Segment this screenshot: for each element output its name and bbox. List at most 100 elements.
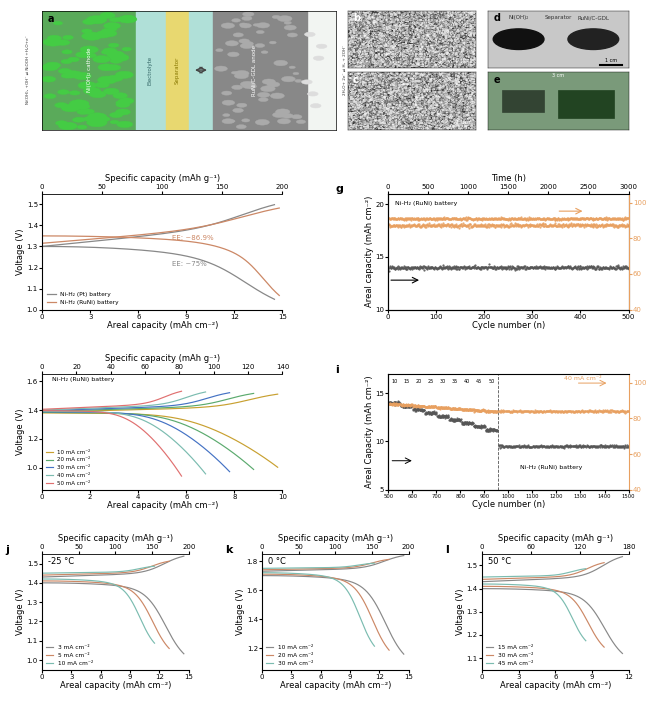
Point bbox=[422, 44, 433, 55]
Circle shape bbox=[58, 68, 71, 74]
Circle shape bbox=[97, 30, 113, 37]
Point bbox=[370, 59, 380, 70]
Point bbox=[422, 34, 432, 45]
10 mA cm⁻² bbox=[178, 404, 185, 412]
Point bbox=[417, 48, 427, 59]
Point bbox=[439, 92, 450, 104]
Point bbox=[418, 20, 428, 32]
Point bbox=[365, 94, 375, 105]
Circle shape bbox=[257, 23, 270, 28]
Point bbox=[349, 75, 359, 86]
30 mA cm⁻² bbox=[551, 572, 559, 581]
Circle shape bbox=[102, 48, 117, 54]
Point bbox=[382, 27, 393, 38]
Circle shape bbox=[239, 39, 249, 43]
30 mA cm⁻² bbox=[226, 388, 233, 397]
Circle shape bbox=[115, 71, 133, 78]
Point bbox=[424, 94, 434, 106]
10 mA cm⁻² bbox=[259, 567, 266, 575]
Point bbox=[395, 60, 405, 71]
Point bbox=[352, 97, 362, 109]
Point bbox=[375, 115, 385, 126]
Text: Separator: Separator bbox=[544, 16, 572, 20]
Circle shape bbox=[44, 94, 56, 99]
Text: Separator: Separator bbox=[175, 56, 180, 84]
Text: 45: 45 bbox=[476, 379, 483, 384]
Point bbox=[439, 54, 449, 65]
Point bbox=[343, 15, 354, 26]
Circle shape bbox=[111, 18, 121, 22]
Circle shape bbox=[247, 85, 257, 88]
Circle shape bbox=[261, 51, 268, 54]
Point bbox=[364, 91, 375, 102]
Point bbox=[431, 33, 441, 44]
Point bbox=[470, 104, 480, 115]
Point bbox=[376, 68, 386, 80]
Point bbox=[365, 35, 376, 46]
Point bbox=[463, 6, 474, 18]
Point bbox=[395, 89, 406, 100]
Point bbox=[364, 11, 375, 23]
20 mA cm⁻² bbox=[38, 407, 46, 416]
Circle shape bbox=[110, 121, 119, 124]
Point bbox=[467, 89, 477, 100]
30 mA cm⁻² bbox=[38, 407, 46, 415]
Circle shape bbox=[118, 16, 137, 23]
Point bbox=[422, 30, 432, 41]
Circle shape bbox=[83, 19, 96, 25]
Circle shape bbox=[82, 32, 102, 40]
Point bbox=[380, 88, 390, 99]
Point bbox=[388, 116, 398, 128]
Point bbox=[410, 70, 420, 82]
Point bbox=[411, 44, 422, 55]
Point bbox=[366, 11, 376, 23]
Text: Ni(OH)₂: Ni(OH)₂ bbox=[509, 16, 529, 20]
Point bbox=[380, 59, 391, 70]
Circle shape bbox=[99, 30, 117, 37]
Point bbox=[466, 29, 476, 40]
Point bbox=[353, 68, 363, 79]
30 mA cm⁻² bbox=[259, 564, 266, 572]
Point bbox=[430, 21, 440, 32]
Circle shape bbox=[289, 66, 295, 68]
10 mA cm⁻² bbox=[342, 565, 350, 573]
Point bbox=[434, 123, 445, 134]
Point bbox=[417, 92, 428, 103]
Point bbox=[364, 41, 374, 52]
Point bbox=[432, 95, 443, 106]
Point bbox=[434, 51, 444, 62]
Point bbox=[348, 54, 358, 66]
Point bbox=[378, 23, 389, 35]
Point bbox=[364, 37, 375, 48]
Circle shape bbox=[122, 47, 132, 51]
Y-axis label: Areal Capacity (mAh cm⁻²): Areal Capacity (mAh cm⁻²) bbox=[365, 376, 374, 488]
X-axis label: Areal capacity (mAh cm⁻²): Areal capacity (mAh cm⁻²) bbox=[60, 681, 171, 690]
50 mA cm⁻² bbox=[124, 401, 132, 410]
40 mA cm⁻² bbox=[135, 402, 143, 410]
Circle shape bbox=[223, 114, 230, 116]
Point bbox=[400, 107, 411, 118]
Point bbox=[406, 111, 417, 123]
Point bbox=[388, 102, 399, 114]
50 mA cm⁻² bbox=[121, 401, 129, 410]
X-axis label: Specific capacity (mAh g⁻¹): Specific capacity (mAh g⁻¹) bbox=[58, 534, 173, 543]
Point bbox=[469, 121, 480, 133]
Point bbox=[450, 114, 461, 125]
Line: 30 mA cm⁻²: 30 mA cm⁻² bbox=[42, 393, 229, 411]
Point bbox=[413, 30, 424, 41]
Point bbox=[441, 56, 451, 67]
Circle shape bbox=[62, 50, 72, 54]
Point bbox=[420, 107, 430, 118]
Circle shape bbox=[73, 117, 86, 122]
30 mA cm⁻² bbox=[149, 403, 157, 411]
10 mA cm⁻² bbox=[178, 404, 186, 412]
40 mA cm⁻² bbox=[135, 402, 143, 410]
Point bbox=[454, 106, 465, 118]
Circle shape bbox=[86, 16, 107, 24]
Text: 15: 15 bbox=[403, 379, 410, 384]
Circle shape bbox=[262, 79, 275, 85]
Point bbox=[391, 20, 401, 32]
10 mA cm⁻² bbox=[251, 394, 259, 403]
Circle shape bbox=[231, 71, 238, 74]
Point bbox=[452, 76, 463, 87]
